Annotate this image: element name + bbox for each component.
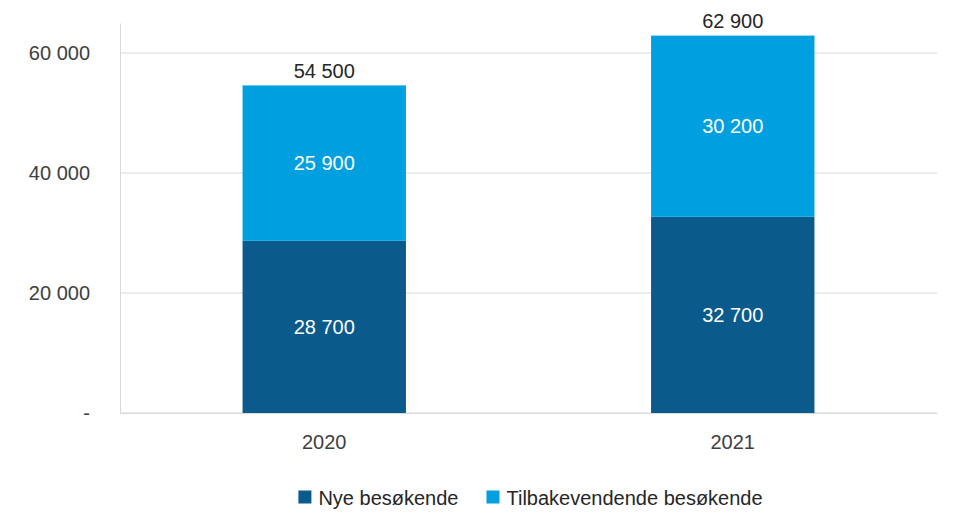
data-label: 30 200 xyxy=(702,115,763,137)
total-label: 62 900 xyxy=(702,10,763,32)
bar xyxy=(651,217,814,413)
y-tick-label: - xyxy=(83,402,90,424)
data-label: 28 700 xyxy=(294,316,355,338)
series xyxy=(243,217,815,413)
legend: Nye besøkende Tilbakevendende besøkende xyxy=(298,487,762,509)
total-label: 54 500 xyxy=(294,60,355,82)
bars xyxy=(243,36,815,413)
legend-item: Tilbakevendende besøkende xyxy=(486,487,762,509)
x-tick: 2021 xyxy=(711,413,756,453)
legend-label: Tilbakevendende besøkende xyxy=(506,487,762,509)
bar xyxy=(243,85,406,240)
y-tick: - xyxy=(83,402,120,424)
data-label: 32 700 xyxy=(702,304,763,326)
x-axis-line xyxy=(121,413,938,414)
legend-swatch xyxy=(486,491,499,504)
x-axis: 2020 2021 xyxy=(121,413,938,453)
series xyxy=(243,36,815,241)
y-tick-label: 20 000 xyxy=(29,282,90,304)
y-tick-label: 60 000 xyxy=(29,42,90,64)
x-tick-label: 2021 xyxy=(711,431,756,453)
y-axis: - 20 000 40 000 60 000 xyxy=(29,24,121,424)
data-labels: 28 700 32 700 25 900 30 200 54 500 62 900 xyxy=(294,10,764,338)
y-tick-label: 40 000 xyxy=(29,162,90,184)
grid xyxy=(120,53,937,413)
x-tick: 2020 xyxy=(302,413,347,453)
legend-item: Nye besøkende xyxy=(298,487,458,509)
bar xyxy=(243,241,406,413)
y-tick: 40 000 xyxy=(29,162,120,184)
data-label: 25 900 xyxy=(294,152,355,174)
y-tick: 20 000 xyxy=(29,282,120,304)
legend-label: Nye besøkende xyxy=(318,487,458,509)
bar xyxy=(651,36,814,217)
chart: -20 00040 00060 0002020202128 70032 7002… xyxy=(0,0,961,520)
plot: -20 00040 00060 0002020202128 70032 7002… xyxy=(29,10,938,454)
y-axis-line xyxy=(120,24,121,414)
x-tick-label: 2020 xyxy=(302,431,347,453)
legend-swatch xyxy=(298,491,311,504)
y-tick: 60 000 xyxy=(29,42,120,64)
grid-line xyxy=(120,53,937,54)
